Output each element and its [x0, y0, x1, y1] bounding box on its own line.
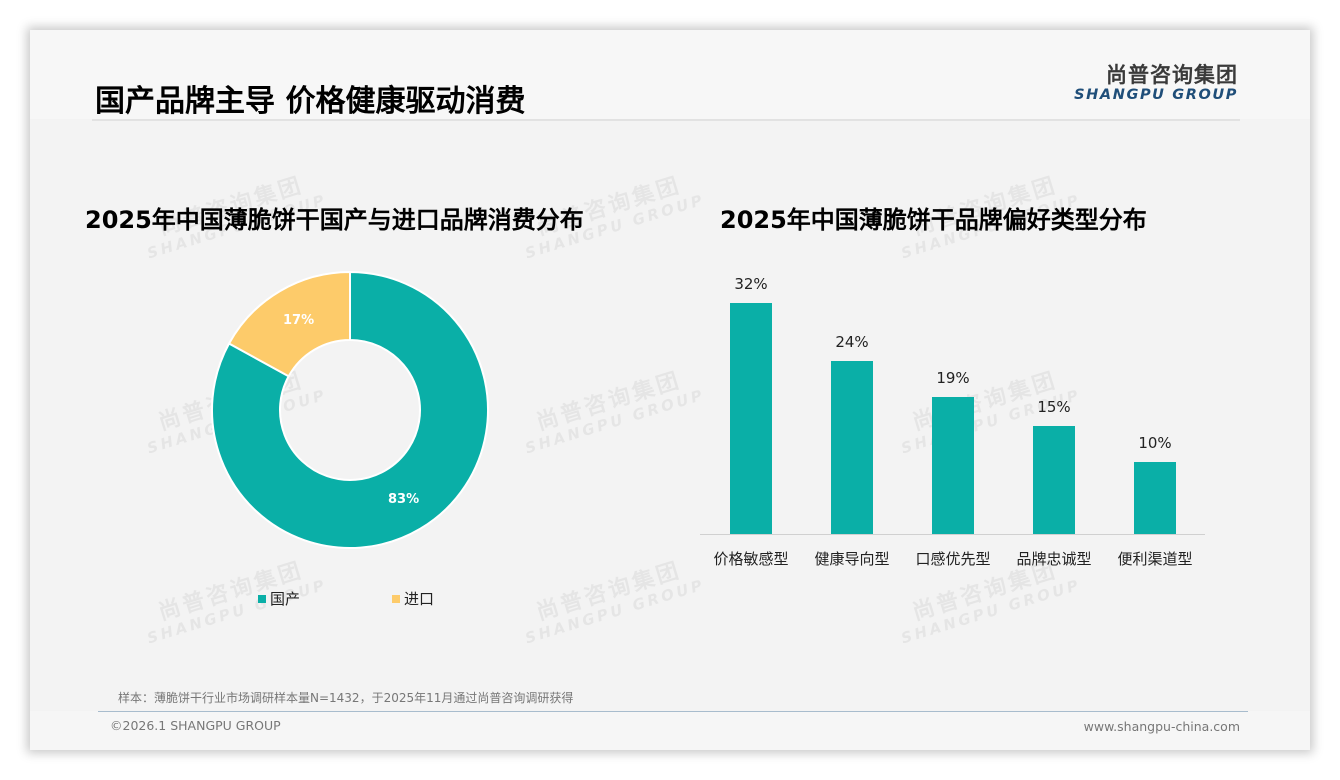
- footer-divider: [98, 711, 1248, 712]
- donut-chart: 83% 17%: [210, 270, 490, 550]
- legend-label: 进口: [404, 590, 435, 608]
- legend-item-domestic: 国产: [258, 588, 300, 609]
- watermark-en: SHANGPU GROUP: [144, 575, 330, 648]
- x-axis-line: [700, 534, 1205, 535]
- bar: [1134, 461, 1176, 534]
- bar-chart-title: 2025年中国薄脆饼干品牌偏好类型分布: [720, 206, 1147, 234]
- legend-item-import: 进口: [392, 588, 434, 609]
- donut-slice-import: [227, 270, 351, 378]
- legend-swatch-teal: [258, 594, 266, 603]
- bar: [1033, 425, 1075, 534]
- bar: [932, 396, 974, 534]
- bar-category-label: 口感优先型: [915, 550, 991, 568]
- slice-label-import: 17%: [283, 313, 315, 328]
- bar-value-label: 10%: [1138, 433, 1172, 452]
- bar: [831, 360, 873, 534]
- sample-note: 样本：薄脆饼干行业市场调研样本量N=1432，于2025年11月通过尚普咨询调研…: [118, 691, 574, 705]
- watermark-en: SHANGPU GROUP: [522, 575, 708, 648]
- header-band: [30, 30, 1310, 119]
- logo-text-en: SHANGPU GROUP: [1074, 87, 1238, 103]
- watermark-en: SHANGPU GROUP: [522, 385, 708, 458]
- page-title: 国产品牌主导 价格健康驱动消费: [95, 84, 526, 119]
- bar-chart: 32% 价格敏感型 24% 健康导向型 19% 口感优先型 15% 品牌忠诚型 10% 便利渠道型: [700, 270, 1210, 580]
- footer-band: [30, 711, 1310, 750]
- bar-category-label: 便利渠道型: [1117, 550, 1193, 568]
- brand-logo: 尚普咨询集团 SHANGPU GROUP: [1074, 63, 1238, 103]
- slide: 国产品牌主导 价格健康驱动消费 尚普咨询集团 SHANGPU GROUP 尚普咨…: [30, 30, 1310, 750]
- copyright-text: ©2026.1 SHANGPU GROUP: [110, 718, 281, 733]
- bar-category-label: 健康导向型: [814, 550, 890, 568]
- legend-swatch-yellow: [392, 594, 400, 603]
- watermark-cn: 尚普咨询集团: [533, 557, 685, 626]
- website-link[interactable]: www.shangpu-china.com: [1083, 719, 1240, 734]
- donut-slice-domestic: [211, 270, 489, 549]
- bar-value-label: 15%: [1037, 397, 1071, 416]
- slice-label-domestic: 83%: [388, 492, 420, 507]
- donut-chart-svg: [211, 270, 489, 549]
- donut-chart-title: 2025年中国薄脆饼干国产与进口品牌消费分布: [85, 206, 584, 234]
- bar-value-label: 24%: [835, 332, 869, 351]
- bar: [730, 303, 772, 534]
- header-divider: [92, 119, 1240, 121]
- legend-label: 国产: [270, 590, 301, 608]
- bar-value-label: 19%: [936, 368, 970, 387]
- bar-value-label: 32%: [734, 275, 768, 293]
- watermark-cn: 尚普咨询集团: [533, 367, 685, 436]
- logo-text-cn: 尚普咨询集团: [1106, 63, 1238, 87]
- bar-category-label: 价格敏感型: [713, 550, 789, 568]
- bar-category-label: 品牌忠诚型: [1016, 550, 1092, 568]
- watermark-en: SHANGPU GROUP: [898, 575, 1084, 648]
